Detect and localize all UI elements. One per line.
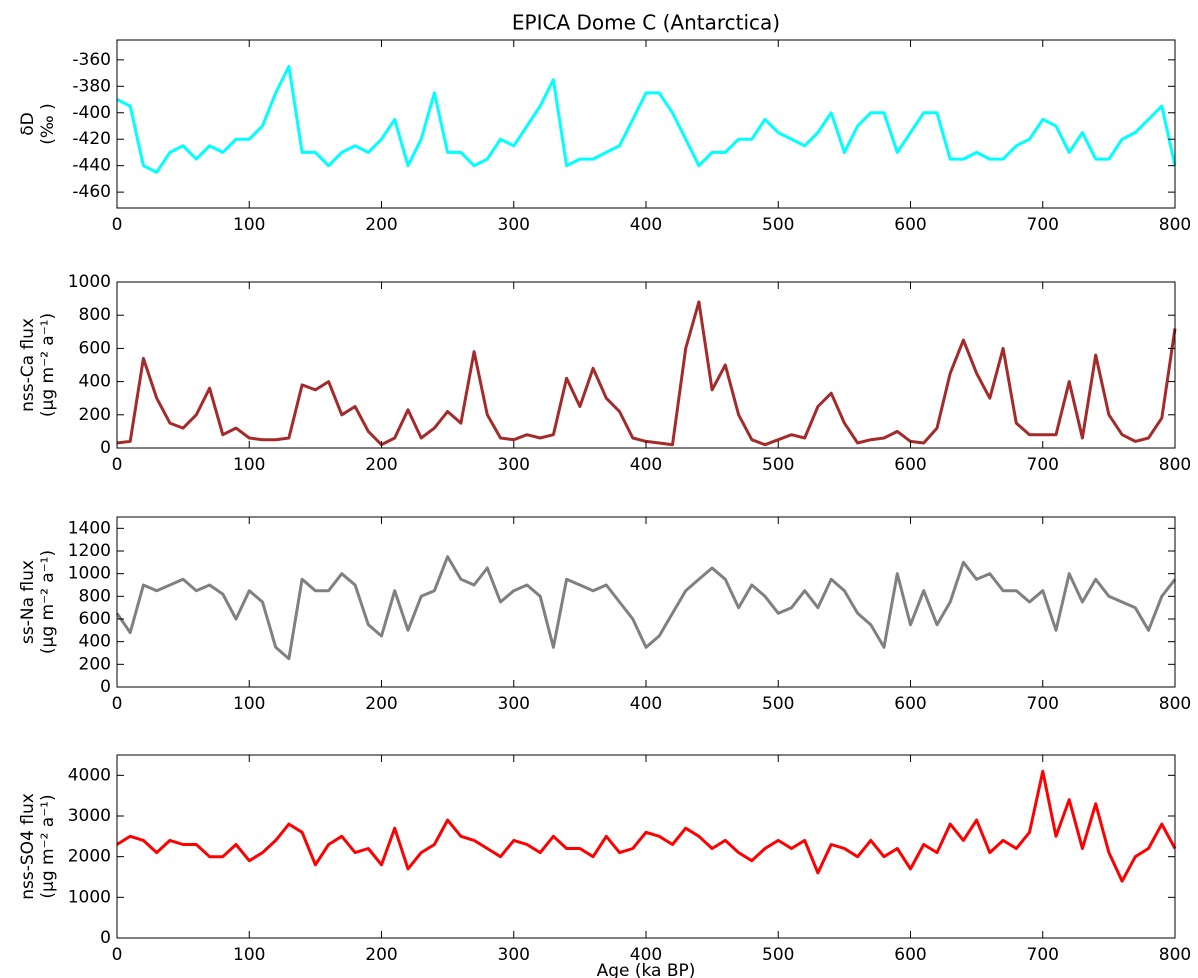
x-tick-label: 200 <box>365 215 397 235</box>
x-tick-label: 500 <box>762 945 794 965</box>
x-tick-label: 800 <box>1159 455 1191 475</box>
x-tick-label: 300 <box>498 694 530 714</box>
x-tick-label: 0 <box>112 455 123 475</box>
y-tick-label: 600 <box>79 338 111 358</box>
y-tick-label: 200 <box>79 405 111 425</box>
x-tick-label: 600 <box>894 694 926 714</box>
x-tick-label: 600 <box>894 215 926 235</box>
y-axis-label: (μg m⁻² a⁻¹) <box>38 550 58 654</box>
y-tick-label: 2000 <box>68 847 111 867</box>
x-tick-label: 100 <box>233 215 265 235</box>
y-tick-label: -440 <box>72 156 111 176</box>
x-tick-label: 300 <box>498 215 530 235</box>
y-tick-label: 4000 <box>68 765 111 785</box>
y-axis-label: (μg m⁻² a⁻¹) <box>38 794 58 898</box>
x-axis-label: Age (ka BP) <box>597 961 696 978</box>
x-tick-label: 500 <box>762 455 794 475</box>
y-tick-label: 3000 <box>68 806 111 826</box>
x-tick-label: 300 <box>498 455 530 475</box>
plot-frame <box>116 516 1176 688</box>
x-tick-label: 100 <box>233 945 265 965</box>
y-tick-label: 0 <box>100 438 111 458</box>
y-tick-label: 400 <box>79 372 111 392</box>
y-tick-label: 400 <box>79 632 111 652</box>
y-tick-label: -400 <box>72 103 111 123</box>
y-axis-label: ss-Na flux <box>18 560 38 644</box>
x-tick-label: 400 <box>630 215 662 235</box>
x-tick-label: 200 <box>365 694 397 714</box>
y-tick-label: -380 <box>72 76 111 96</box>
x-tick-label: 400 <box>630 455 662 475</box>
x-tick-label: 200 <box>365 455 397 475</box>
x-tick-label: 500 <box>762 694 794 714</box>
y-tick-label: 800 <box>79 586 111 606</box>
data-line <box>115 555 1177 661</box>
y-tick-label: 1000 <box>68 887 111 907</box>
x-tick-label: 700 <box>1027 945 1059 965</box>
x-tick-label: 300 <box>498 945 530 965</box>
x-tick-label: 0 <box>112 694 123 714</box>
y-tick-label: -360 <box>72 50 111 70</box>
y-tick-label: 200 <box>79 654 111 674</box>
y-axis-label: nss-SO4 flux <box>18 793 38 900</box>
data-line <box>116 300 1177 447</box>
x-tick-label: 400 <box>630 694 662 714</box>
y-tick-label: 1000 <box>68 272 111 292</box>
y-tick-label: 1000 <box>68 564 111 584</box>
x-tick-label: 700 <box>1027 455 1059 475</box>
x-tick-label: 700 <box>1027 215 1059 235</box>
y-tick-label: 600 <box>79 609 111 629</box>
y-axis-label: (‰ ) <box>38 103 58 144</box>
y-tick-label: 0 <box>100 928 111 948</box>
y-tick-label: 800 <box>79 305 111 325</box>
x-tick-label: 500 <box>762 215 794 235</box>
y-tick-label: -420 <box>72 129 111 149</box>
plot-frame <box>116 39 1176 209</box>
data-line <box>116 65 1177 174</box>
x-tick-label: 800 <box>1159 215 1191 235</box>
x-tick-label: 400 <box>630 945 662 965</box>
y-tick-label: -460 <box>72 182 111 202</box>
y-axis-label: δD <box>18 112 38 136</box>
x-tick-label: 700 <box>1027 694 1059 714</box>
chart-title: EPICA Dome C (Antarctica) <box>512 11 780 35</box>
x-tick-label: 600 <box>894 455 926 475</box>
x-tick-label: 600 <box>894 945 926 965</box>
x-tick-label: 100 <box>233 694 265 714</box>
y-axis-label: nss-Ca flux <box>18 318 38 412</box>
y-tick-label: 1200 <box>68 541 111 561</box>
x-tick-label: 800 <box>1159 694 1191 714</box>
y-tick-label: 0 <box>100 677 111 697</box>
x-tick-label: 0 <box>112 215 123 235</box>
x-tick-label: 800 <box>1159 945 1191 965</box>
y-tick-label: 1400 <box>68 518 111 538</box>
x-tick-label: 0 <box>112 945 123 965</box>
data-line <box>116 769 1177 883</box>
y-axis-label: (μg m⁻² a⁻¹) <box>38 313 58 417</box>
x-tick-label: 200 <box>365 945 397 965</box>
x-tick-label: 100 <box>233 455 265 475</box>
